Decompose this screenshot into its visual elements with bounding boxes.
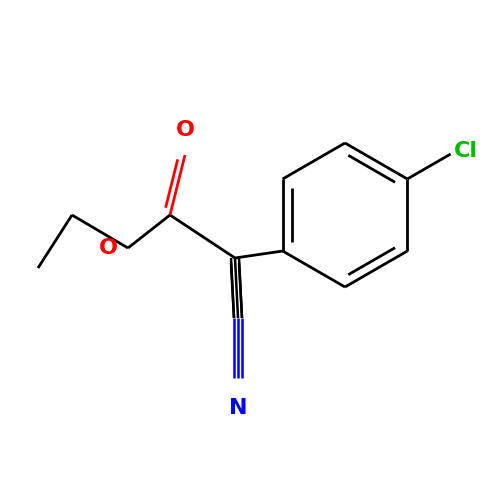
Text: Cl: Cl xyxy=(454,141,477,161)
Text: O: O xyxy=(99,238,118,258)
Text: N: N xyxy=(229,398,247,418)
Text: O: O xyxy=(176,120,195,140)
